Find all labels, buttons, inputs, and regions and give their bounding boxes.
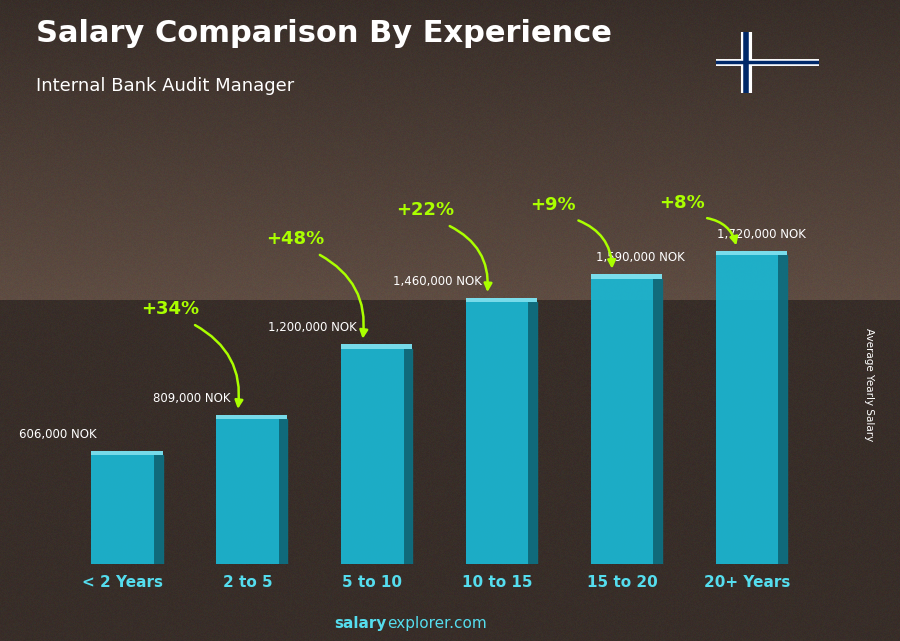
Bar xyxy=(341,344,412,349)
Bar xyxy=(653,279,662,564)
Text: Salary Comparison By Experience: Salary Comparison By Experience xyxy=(36,19,612,48)
Text: 1,200,000 NOK: 1,200,000 NOK xyxy=(268,321,356,335)
Text: 1,720,000 NOK: 1,720,000 NOK xyxy=(717,228,806,241)
Bar xyxy=(279,419,287,564)
Text: +8%: +8% xyxy=(659,194,705,212)
Bar xyxy=(341,349,403,564)
Bar xyxy=(92,455,154,564)
Bar xyxy=(403,349,412,564)
Text: 1,460,000 NOK: 1,460,000 NOK xyxy=(392,275,482,288)
Text: +22%: +22% xyxy=(396,201,454,219)
Text: salary: salary xyxy=(335,617,387,631)
Text: Internal Bank Audit Manager: Internal Bank Audit Manager xyxy=(36,77,294,95)
Bar xyxy=(716,251,787,255)
Bar xyxy=(528,302,537,564)
Text: explorer.com: explorer.com xyxy=(387,617,487,631)
Bar xyxy=(778,255,787,564)
Text: 606,000 NOK: 606,000 NOK xyxy=(19,428,96,441)
Text: +9%: +9% xyxy=(530,196,576,214)
Bar xyxy=(154,455,163,564)
Bar xyxy=(92,451,163,455)
Text: +48%: +48% xyxy=(266,230,324,248)
Text: +34%: +34% xyxy=(141,301,199,319)
Text: Average Yearly Salary: Average Yearly Salary xyxy=(863,328,874,441)
Bar xyxy=(216,419,279,564)
Bar xyxy=(716,255,778,564)
Bar xyxy=(590,274,662,279)
Bar xyxy=(216,415,287,419)
Text: 1,590,000 NOK: 1,590,000 NOK xyxy=(597,251,685,264)
Bar xyxy=(590,279,653,564)
Bar xyxy=(466,302,528,564)
Text: 809,000 NOK: 809,000 NOK xyxy=(153,392,230,404)
Bar xyxy=(466,297,537,302)
